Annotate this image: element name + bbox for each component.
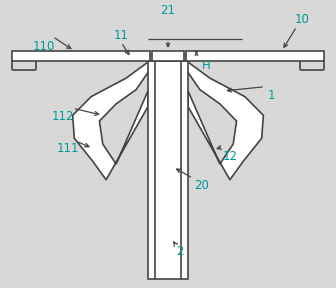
- Text: 110: 110: [33, 40, 55, 53]
- Text: 111: 111: [56, 142, 79, 155]
- Text: 12: 12: [222, 150, 238, 163]
- Text: 1: 1: [268, 89, 276, 102]
- Text: H: H: [202, 59, 211, 72]
- Bar: [148, 61, 188, 279]
- Bar: [12, 51, 150, 61]
- Polygon shape: [186, 61, 263, 180]
- Polygon shape: [73, 61, 150, 180]
- Bar: [186, 51, 324, 61]
- Bar: [152, 51, 184, 61]
- Text: 21: 21: [161, 4, 175, 17]
- Text: 10: 10: [294, 13, 309, 26]
- Text: 11: 11: [114, 29, 129, 41]
- Text: 112: 112: [51, 110, 74, 123]
- Text: 2: 2: [176, 245, 183, 258]
- Text: 20: 20: [194, 179, 209, 192]
